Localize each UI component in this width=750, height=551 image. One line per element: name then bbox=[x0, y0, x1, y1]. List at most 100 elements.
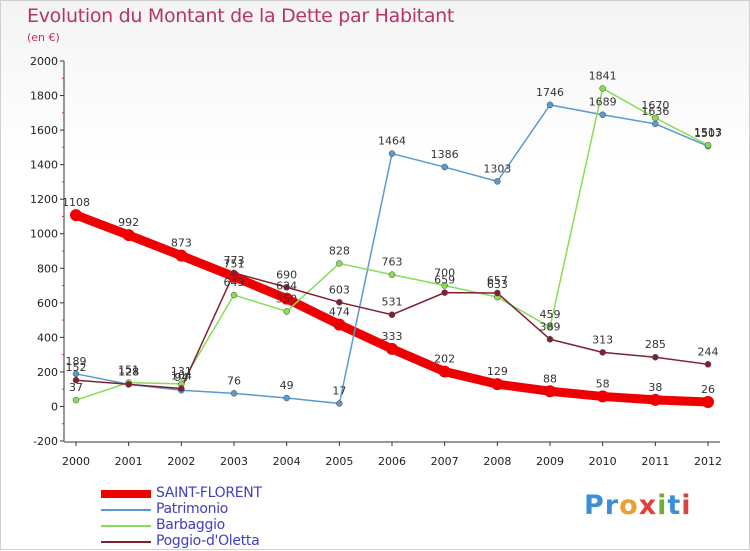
legend-label: Barbaggio bbox=[156, 517, 225, 533]
data-label: 828 bbox=[329, 244, 350, 257]
data-point-1 bbox=[336, 400, 343, 407]
legend-label: Patrimonio bbox=[156, 501, 229, 517]
data-label: 128 bbox=[118, 365, 139, 378]
x-tick-label: 2012 bbox=[694, 455, 722, 468]
data-point-0 bbox=[491, 378, 504, 391]
data-label: 202 bbox=[434, 353, 455, 366]
legend-swatch bbox=[101, 541, 151, 543]
data-point-2 bbox=[230, 291, 238, 299]
data-point-3 bbox=[283, 284, 290, 291]
y-tick-label: 800 bbox=[37, 262, 58, 275]
data-point-2 bbox=[283, 308, 290, 315]
data-point-2 bbox=[599, 85, 606, 92]
y-tick-label: 400 bbox=[37, 331, 58, 344]
data-label: 643 bbox=[224, 276, 245, 289]
data-label: 873 bbox=[171, 237, 192, 250]
x-tick-label: 2010 bbox=[589, 455, 617, 468]
data-label: 26 bbox=[701, 383, 715, 396]
data-point-0 bbox=[649, 393, 662, 406]
data-label: 657 bbox=[487, 274, 508, 287]
data-label: 17 bbox=[332, 385, 346, 398]
data-point-3 bbox=[546, 336, 554, 343]
data-point-3 bbox=[494, 289, 501, 297]
data-point-0 bbox=[702, 395, 714, 408]
data-label: 38 bbox=[648, 381, 662, 394]
data-label: 474 bbox=[329, 306, 350, 319]
data-label: 459 bbox=[540, 308, 561, 321]
logo-letter: o bbox=[619, 490, 639, 521]
data-point-0 bbox=[333, 318, 346, 331]
data-point-1 bbox=[652, 120, 659, 128]
logo-letter: i bbox=[681, 490, 692, 521]
legend-label: Poggio-d'Oletta bbox=[156, 533, 260, 549]
legend-label: SAINT-FLORENT bbox=[156, 485, 262, 501]
data-label: 531 bbox=[382, 296, 403, 309]
data-label: 94 bbox=[174, 371, 188, 384]
legend-swatch bbox=[101, 509, 151, 511]
data-point-3 bbox=[441, 289, 448, 296]
data-label: 751 bbox=[224, 258, 245, 271]
data-point-3 bbox=[704, 361, 712, 368]
data-label: 49 bbox=[280, 379, 294, 392]
data-label: 88 bbox=[543, 372, 557, 385]
data-point-1 bbox=[599, 111, 606, 118]
data-point-2 bbox=[704, 141, 712, 149]
data-label: 389 bbox=[540, 320, 561, 333]
data-label: 313 bbox=[592, 333, 613, 346]
data-point-0 bbox=[386, 342, 398, 355]
data-point-0 bbox=[438, 365, 451, 378]
data-label: 285 bbox=[645, 338, 666, 351]
data-point-3 bbox=[178, 385, 185, 392]
data-label: 1841 bbox=[589, 69, 617, 82]
x-tick-label: 2001 bbox=[115, 455, 143, 468]
data-label: 1746 bbox=[536, 86, 564, 99]
data-label: 603 bbox=[329, 283, 350, 296]
data-label: 690 bbox=[276, 268, 297, 281]
data-label: 550 bbox=[276, 292, 297, 305]
data-point-1 bbox=[283, 394, 290, 402]
data-point-0 bbox=[70, 209, 82, 222]
y-tick-label: -200 bbox=[33, 435, 58, 448]
data-label: 773 bbox=[224, 254, 245, 267]
data-label: 58 bbox=[596, 377, 610, 390]
legend-swatch bbox=[101, 490, 151, 498]
data-point-1 bbox=[230, 390, 238, 397]
data-point-3 bbox=[230, 269, 238, 277]
data-point-2 bbox=[652, 114, 659, 122]
data-label: 151 bbox=[118, 364, 139, 377]
y-tick-label: 600 bbox=[37, 297, 58, 310]
data-label: 992 bbox=[118, 216, 139, 229]
data-label: 37 bbox=[69, 381, 83, 394]
data-point-1 bbox=[72, 370, 80, 378]
logo-letter: i bbox=[657, 490, 668, 521]
data-point-0 bbox=[122, 229, 135, 242]
data-point-3 bbox=[599, 349, 606, 356]
x-tick-label: 2004 bbox=[273, 455, 301, 468]
data-point-3 bbox=[652, 353, 659, 361]
data-point-0 bbox=[544, 385, 556, 398]
data-label: 104 bbox=[171, 369, 192, 382]
x-tick-label: 2002 bbox=[167, 455, 195, 468]
data-point-2 bbox=[72, 396, 80, 404]
data-label: 659 bbox=[434, 274, 455, 287]
data-point-3 bbox=[72, 376, 80, 384]
data-point-3 bbox=[336, 299, 343, 306]
data-label: 128 bbox=[118, 365, 139, 378]
x-tick-label: 2006 bbox=[378, 455, 406, 468]
x-tick-label: 2005 bbox=[325, 455, 353, 468]
data-point-1 bbox=[546, 101, 554, 109]
logo-letter: x bbox=[638, 490, 658, 521]
proxiti-logo: Proxiti bbox=[584, 490, 692, 521]
data-label: 1636 bbox=[641, 105, 669, 118]
data-label: 131 bbox=[171, 365, 192, 378]
data-point-0 bbox=[596, 390, 609, 403]
data-label: 1303 bbox=[483, 162, 511, 175]
data-point-1 bbox=[494, 178, 501, 185]
x-tick-label: 2009 bbox=[536, 455, 564, 468]
x-tick-label: 2008 bbox=[483, 455, 511, 468]
data-label: 76 bbox=[227, 374, 241, 387]
data-point-3 bbox=[125, 381, 132, 388]
x-tick-label: 2007 bbox=[431, 455, 459, 468]
